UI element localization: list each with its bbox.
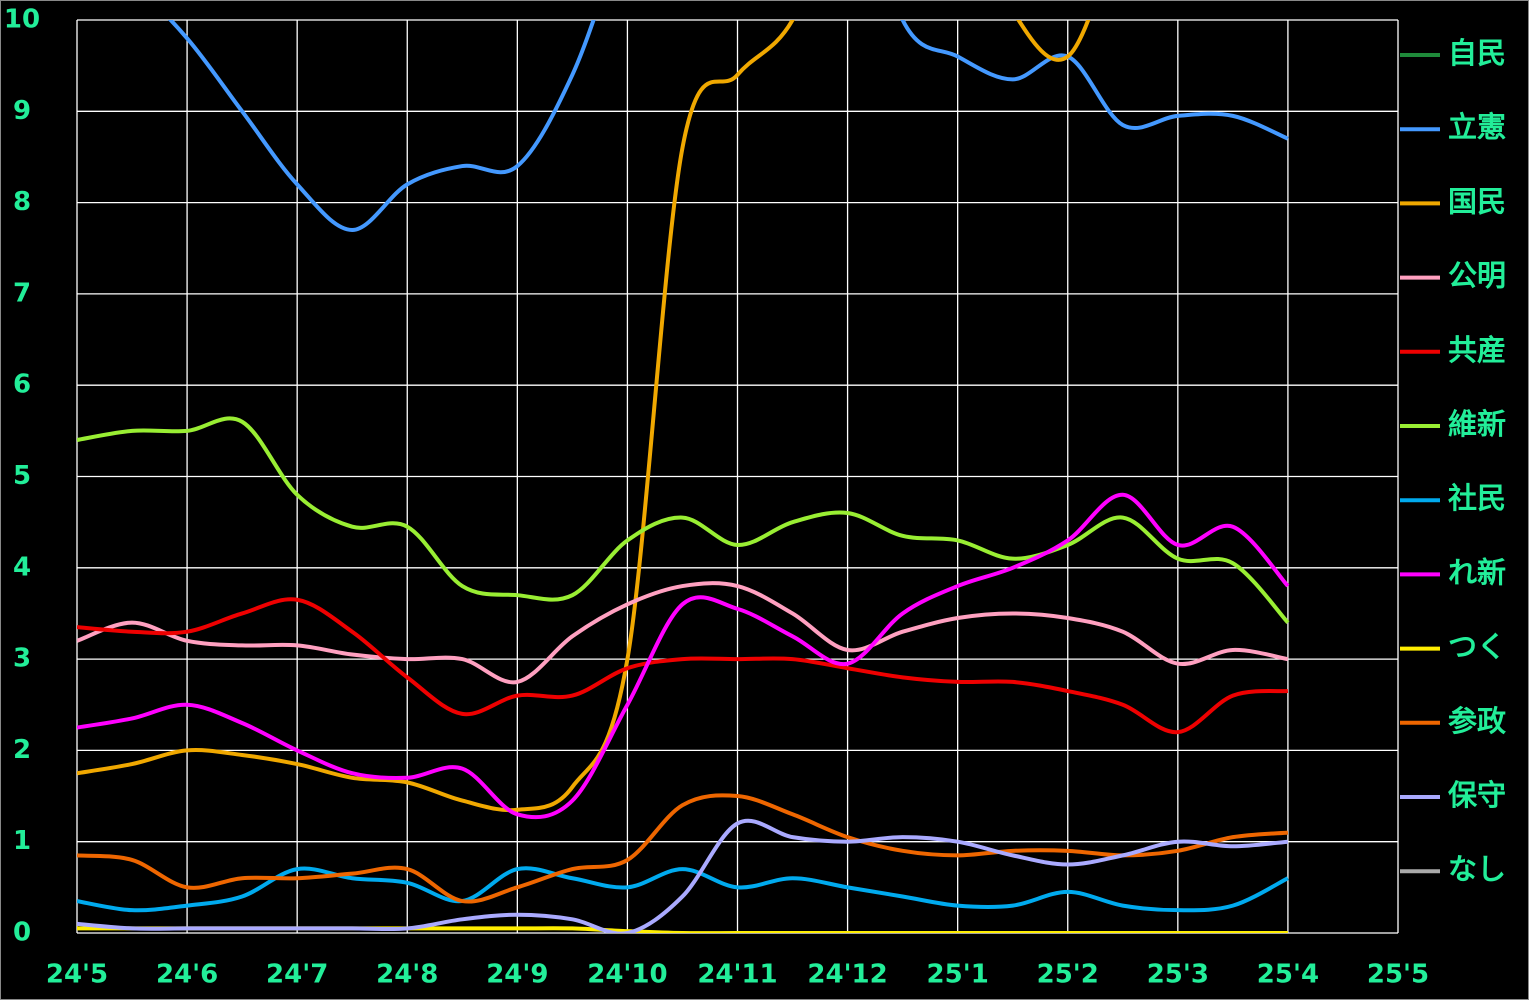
y-tick-label: 6 [13,370,31,400]
x-tick-label: 25'4 [1257,960,1319,990]
y-tick-label: 4 [13,552,31,582]
x-tick-label: 24'5 [46,960,108,990]
y-tick-label: 7 [13,278,31,308]
legend-label: 参政 [1448,704,1506,738]
y-tick-label: 8 [13,187,31,217]
x-tick-label: 25'1 [927,960,989,990]
x-tick-label: 24'12 [807,960,887,990]
series-line [77,597,1289,735]
series-line [77,866,1289,913]
x-tick-label: 24'6 [156,960,218,990]
x-tick-label: 24'9 [486,960,548,990]
y-tick-label: 10 [4,5,40,35]
legend-label: 維新 [1448,407,1506,441]
legend-label: れ新 [1448,555,1506,589]
series-line [77,416,1290,624]
y-tick-label: 2 [13,735,31,765]
legend-label: なし [1448,852,1506,886]
x-tick-label: 25'3 [1147,960,1209,990]
legend-label: 公明 [1448,259,1506,293]
legend-label: 社民 [1448,481,1506,515]
legend-label: 共産 [1448,333,1506,367]
series-line [77,818,1289,933]
series-line [77,20,1091,813]
y-tick-label: 5 [13,461,31,491]
x-tick-label: 24'11 [697,960,777,990]
plot-lines [77,20,1290,933]
legend-label: つく [1448,630,1506,664]
series-line [77,793,1289,904]
y-tick-label: 3 [13,644,31,674]
series-line [77,492,1290,820]
y-tick-label: 9 [13,96,31,126]
x-tick-label: 24'7 [266,960,328,990]
y-tick-label: 1 [13,826,31,856]
x-tick-label: 25'5 [1367,960,1429,990]
y-tick-label: 0 [13,918,31,948]
x-tick-label: 25'2 [1037,960,1099,990]
series-line [77,581,1289,685]
legend-label: 保守 [1447,778,1506,812]
x-tick-label: 24'10 [587,960,667,990]
x-tick-label: 24'8 [376,960,438,990]
legend-label: 国民 [1448,184,1506,218]
legend-label: 立憲 [1448,110,1506,144]
legend-label: 自民 [1448,36,1506,70]
